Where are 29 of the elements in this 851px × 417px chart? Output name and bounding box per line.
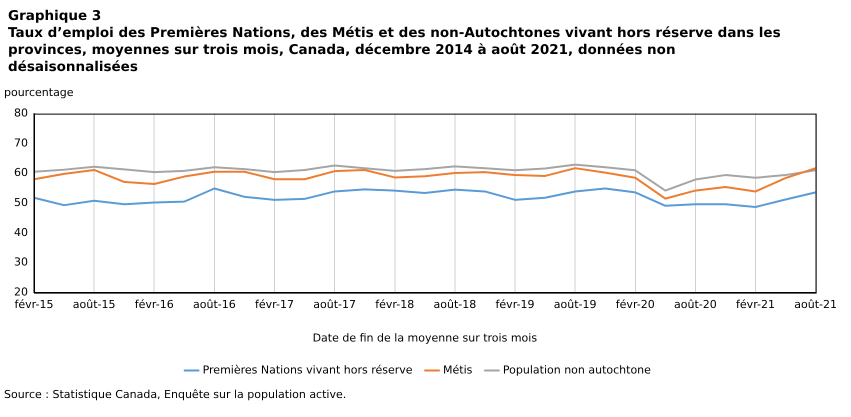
y-tick-label: 60 xyxy=(14,166,28,180)
x-tick-label: févr-16 xyxy=(134,298,174,312)
x-tick-label: août-18 xyxy=(434,298,476,312)
x-tick-label: févr-18 xyxy=(375,298,414,312)
x-tick-label: févr-15 xyxy=(14,298,54,312)
chart-title: Graphique 3 xyxy=(8,8,102,25)
y-tick-label: 20 xyxy=(14,285,28,298)
y-tick-label: 70 xyxy=(14,136,28,150)
y-tick-label: 40 xyxy=(14,226,28,239)
x-tick-label: août-20 xyxy=(674,298,717,312)
legend-label: Métis xyxy=(443,363,473,376)
chart-subtitle: Taux d’emploi des Premières Nations, des Métis et des non-Autochtones vivant hors réserve dans les provinces, moyennes sur trois mois, Canada, décembre 2014 à août 2021, données non désaisonnalisées xyxy=(8,25,782,76)
legend-label: Population non autochtone xyxy=(502,363,652,376)
x-axis-title: Date de fin de la moyenne sur trois mois xyxy=(312,331,538,344)
x-tick-label: févr-19 xyxy=(496,298,534,312)
y-axis-title: pourcentage xyxy=(4,86,75,99)
x-tick-label: févr-20 xyxy=(616,298,655,312)
x-tick-label: févr-17 xyxy=(255,298,294,312)
y-tick-label: 30 xyxy=(14,256,28,269)
x-tick-label: févr-21 xyxy=(736,298,775,312)
y-tick-label: 80 xyxy=(14,106,28,120)
source-note: Source : Statistique Canada, Enquête sur la population active. xyxy=(4,388,348,401)
legend-label: Premières Nations vivant hors réserve xyxy=(202,363,413,376)
x-tick-label: août-17 xyxy=(313,298,356,312)
y-tick-label: 50 xyxy=(14,196,28,209)
x-tick-label: août-19 xyxy=(554,298,596,312)
x-tick-label: août-21 xyxy=(794,298,838,312)
x-tick-label: août-15 xyxy=(72,298,116,312)
x-tick-label: août-16 xyxy=(193,298,236,312)
